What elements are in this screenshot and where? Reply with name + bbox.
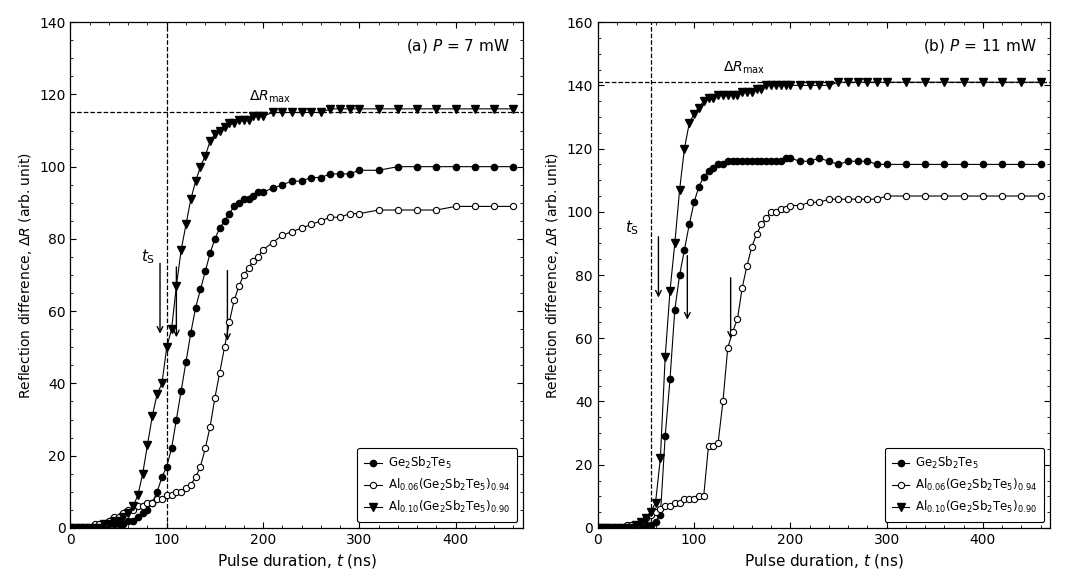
Text: (a) $P$ = 7 mW: (a) $P$ = 7 mW [405, 38, 509, 55]
Y-axis label: Reflection difference, $\Delta R$ (arb. unit): Reflection difference, $\Delta R$ (arb. … [544, 151, 561, 399]
Y-axis label: Reflection difference, $\Delta R$ (arb. unit): Reflection difference, $\Delta R$ (arb. … [17, 151, 34, 399]
Text: $\Delta R_\mathrm{max}$: $\Delta R_\mathrm{max}$ [723, 59, 765, 76]
Legend: Ge$_2$Sb$_2$Te$_5$, Al$_{0.06}$(Ge$_2$Sb$_2$Te$_5$)$_{0.94}$, Al$_{0.10}$(Ge$_2$: Ge$_2$Sb$_2$Te$_5$, Al$_{0.06}$(Ge$_2$Sb… [357, 448, 517, 522]
Text: (b) $P$ = 11 mW: (b) $P$ = 11 mW [923, 38, 1037, 55]
Text: $t_\mathrm{S}$: $t_\mathrm{S}$ [141, 248, 155, 266]
X-axis label: Pulse duration, $t$ (ns): Pulse duration, $t$ (ns) [217, 552, 377, 571]
Text: $\Delta R_\mathrm{max}$: $\Delta R_\mathrm{max}$ [249, 89, 290, 105]
X-axis label: Pulse duration, $t$ (ns): Pulse duration, $t$ (ns) [744, 552, 904, 571]
Text: $t_\mathrm{S}$: $t_\mathrm{S}$ [625, 218, 639, 237]
Legend: Ge$_2$Sb$_2$Te$_5$, Al$_{0.06}$(Ge$_2$Sb$_2$Te$_5$)$_{0.94}$, Al$_{0.10}$(Ge$_2$: Ge$_2$Sb$_2$Te$_5$, Al$_{0.06}$(Ge$_2$Sb… [885, 448, 1045, 522]
